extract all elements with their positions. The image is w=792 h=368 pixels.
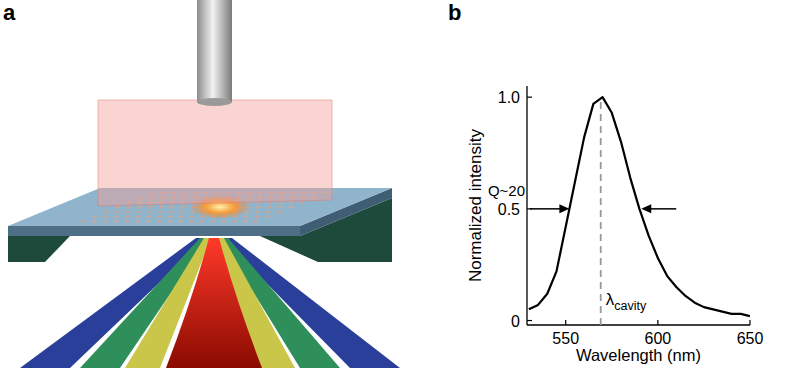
- hole: [135, 220, 140, 222]
- hole: [137, 206, 142, 208]
- hole: [147, 216, 152, 218]
- hole: [104, 211, 109, 213]
- hole: [157, 216, 162, 218]
- arrow-shaft: [649, 208, 676, 210]
- figure: a b 550 600 650 0 0.5 1.0 Wavelength (nm) Normali…: [0, 0, 792, 368]
- hole: [180, 211, 185, 213]
- objective-end: [197, 98, 232, 106]
- hole: [136, 211, 141, 213]
- hole: [114, 216, 119, 218]
- hole: [300, 201, 305, 203]
- arrow-head: [559, 204, 569, 213]
- hole: [157, 220, 162, 222]
- hole: [190, 216, 195, 218]
- x-tick: [565, 320, 566, 325]
- objective: [197, 0, 232, 102]
- hole: [265, 216, 270, 218]
- hole: [169, 211, 174, 213]
- hole: [180, 206, 185, 208]
- hole: [103, 220, 108, 222]
- hole: [179, 216, 184, 218]
- fwhm-arrow: [530, 204, 569, 213]
- hole: [178, 220, 183, 222]
- hole: [93, 216, 98, 218]
- hole: [254, 216, 259, 218]
- x-tick: [749, 320, 750, 325]
- q-label: Q~20: [488, 182, 525, 199]
- hole: [103, 216, 108, 218]
- hole: [125, 216, 130, 218]
- cavity-label: λcavity: [606, 290, 647, 313]
- hole: [136, 216, 141, 218]
- hole: [211, 220, 216, 222]
- hole: [167, 220, 172, 222]
- spectrum-line: [529, 97, 750, 316]
- y-tick-label: 0.5: [498, 201, 520, 218]
- hole: [254, 220, 259, 222]
- hole: [168, 216, 173, 218]
- arrow-head: [641, 204, 651, 213]
- x-axis: [527, 324, 750, 325]
- arrow-shaft: [530, 208, 561, 210]
- x-axis-title: Wavelength (nm): [576, 346, 701, 364]
- y-axis: [526, 86, 527, 325]
- excitation-plane: [98, 100, 332, 206]
- hole: [126, 206, 131, 208]
- hole: [267, 206, 272, 208]
- hole: [116, 206, 121, 208]
- hole: [277, 211, 282, 213]
- hole: [288, 206, 293, 208]
- x-tick: [657, 320, 658, 325]
- y-axis-title: Normalized intensity: [466, 128, 485, 282]
- axes: 550 600 650 0 0.5 1.0: [498, 86, 764, 347]
- hole: [158, 211, 163, 213]
- x-tick-label: 600: [644, 330, 671, 347]
- beam-cone: [166, 238, 262, 368]
- plot-area: [529, 97, 750, 325]
- support: [8, 236, 70, 262]
- hole: [148, 206, 153, 208]
- cavity-subscript: cavity: [614, 299, 647, 313]
- slab-edge: [8, 226, 300, 236]
- hole: [256, 206, 261, 208]
- hole: [266, 211, 271, 213]
- fwhm-arrow: [641, 204, 676, 213]
- hole: [113, 220, 118, 222]
- hole: [159, 206, 164, 208]
- hole: [200, 220, 205, 222]
- hole: [255, 211, 260, 213]
- illustration: [8, 0, 400, 368]
- hole: [244, 216, 249, 218]
- hole: [243, 220, 248, 222]
- hole: [232, 220, 237, 222]
- x-tick-label: 550: [552, 330, 579, 347]
- y-tick: [527, 97, 532, 98]
- hole: [92, 220, 97, 222]
- cavity-line: [600, 97, 602, 325]
- hole: [278, 206, 283, 208]
- y-tick: [527, 320, 532, 321]
- hole: [146, 220, 151, 222]
- hole: [170, 206, 175, 208]
- x-tick-label: 650: [737, 330, 764, 347]
- y-tick-label: 0: [511, 313, 520, 330]
- hole: [124, 220, 129, 222]
- hole: [189, 220, 194, 222]
- hole: [221, 220, 226, 222]
- hole: [115, 211, 120, 213]
- hole: [147, 211, 152, 213]
- y-tick-label: 1.0: [498, 89, 520, 106]
- hole: [81, 220, 86, 222]
- panel-letter: a: [3, 0, 16, 25]
- panel-letter: b: [448, 0, 461, 25]
- hole: [126, 211, 131, 213]
